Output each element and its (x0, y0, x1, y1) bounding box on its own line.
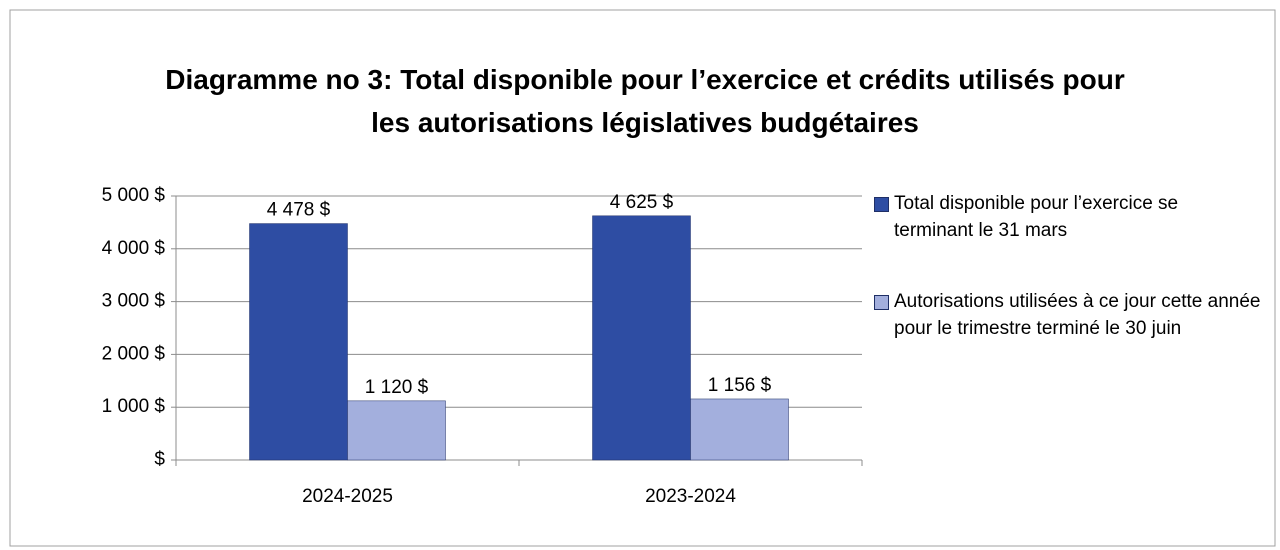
legend-swatch (874, 197, 889, 212)
bar (592, 215, 691, 461)
legend-label: Total disponible pour l’exercice se term… (894, 193, 1179, 241)
legend-entry: Total disponible pour l’exercice se term… (872, 190, 1262, 244)
y-tick-label: 2 000 $ (102, 343, 166, 364)
legend-label: Autorisations utilisées à ce jour cette … (894, 291, 1261, 339)
y-tick-label: 4 000 $ (102, 238, 166, 259)
bar (690, 398, 789, 461)
legend-swatch (874, 295, 889, 310)
legend-entry: Autorisations utilisées à ce jour cette … (872, 288, 1262, 342)
x-tick-label: 2024-2025 (302, 486, 393, 507)
chart-border (9, 9, 1276, 547)
bar (249, 223, 348, 461)
data-label: 1 120 $ (365, 377, 429, 398)
chart-title: Diagramme no 3: Total disponible pour l’… (165, 64, 1125, 138)
y-tick-label: 5 000 $ (102, 185, 166, 206)
data-label: 1 156 $ (708, 375, 772, 396)
legend: Total disponible pour l’exercice se term… (872, 190, 1262, 386)
bar (347, 400, 446, 461)
data-label: 4 478 $ (267, 200, 331, 221)
x-tick-label: 2023-2024 (645, 486, 736, 507)
y-tick-label: $ (154, 449, 165, 470)
data-label: 4 625 $ (610, 192, 674, 213)
y-tick-label: 3 000 $ (102, 291, 166, 312)
y-tick-label: 1 000 $ (102, 396, 166, 417)
